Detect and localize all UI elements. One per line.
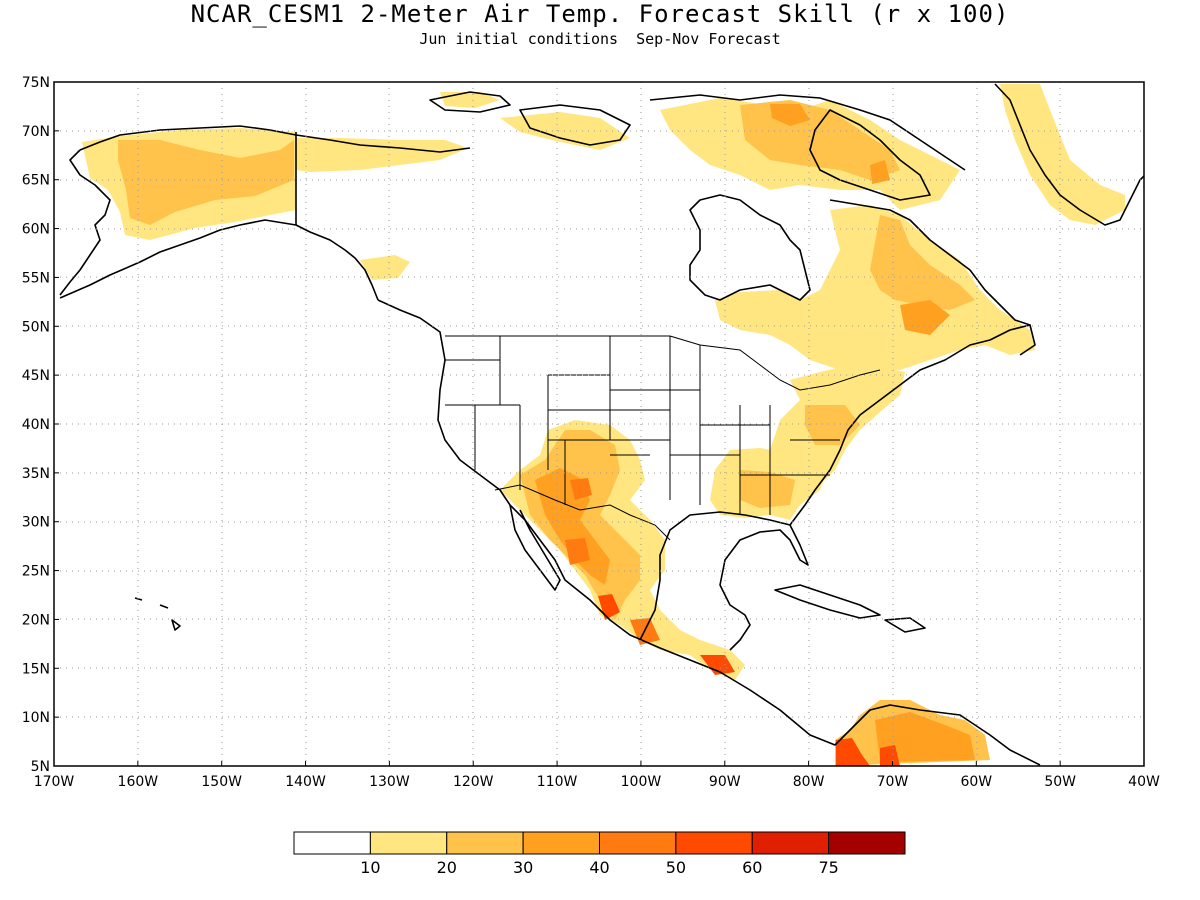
border-us-canada-east bbox=[669, 335, 881, 391]
lon-tick-label: 40W bbox=[1128, 774, 1160, 790]
lat-tick-label: 30N bbox=[22, 515, 50, 531]
coast-cuba bbox=[774, 584, 881, 619]
shade-southeast-mid bbox=[740, 470, 795, 508]
lat-tick-label: 60N bbox=[22, 222, 50, 238]
shade-colombia-red bbox=[836, 738, 870, 766]
lon-tick-label: 100W bbox=[621, 774, 662, 790]
lat-tick-label: 5N bbox=[31, 759, 50, 775]
lat-tick-label: 50N bbox=[22, 319, 50, 335]
map-subtitle: Jun initial conditions Sep-Nov Forecast bbox=[419, 30, 781, 48]
lat-tick-label: 65N bbox=[22, 173, 50, 189]
colorbar-swatch bbox=[675, 831, 753, 855]
latitude-labels: 5N 10N 15N 20N 25N 30N 35N 40N 45N 50N 55N 60N 65N 70… bbox=[22, 75, 59, 775]
colorbar-swatch bbox=[522, 831, 600, 855]
coast-alaska-north bbox=[79, 125, 471, 153]
lon-tick-label: 90W bbox=[709, 774, 741, 790]
colorbar-labels: 10 20 30 40 50 60 75 bbox=[360, 858, 839, 877]
lat-tick-label: 10N bbox=[22, 710, 50, 726]
gridlines bbox=[54, 82, 1144, 766]
coast-gulf bbox=[639, 511, 809, 651]
lon-tick-label: 140W bbox=[285, 774, 326, 790]
shade-quebec bbox=[715, 205, 1035, 375]
colorbar-swatch bbox=[369, 831, 448, 855]
colorbar-label: 50 bbox=[666, 858, 686, 877]
colorbar-label: 20 bbox=[437, 858, 457, 877]
colorbar-swatch bbox=[751, 831, 830, 855]
shade-guatemala bbox=[700, 655, 735, 675]
lon-tick-label: 170W bbox=[34, 774, 75, 790]
lat-tick-label: 70N bbox=[22, 124, 50, 140]
lon-tick-label: 110W bbox=[537, 774, 578, 790]
shade-greenland bbox=[1000, 84, 1125, 225]
shade-southwest-dark bbox=[535, 468, 610, 585]
lon-tick-label: 120W bbox=[453, 774, 494, 790]
shade-bc-coast bbox=[360, 255, 410, 280]
colorbar-label: 10 bbox=[360, 858, 380, 877]
lon-tick-label: 60W bbox=[960, 774, 992, 790]
lat-tick-label: 25N bbox=[22, 564, 50, 580]
lat-tick-label: 20N bbox=[22, 612, 50, 628]
colorbar-label: 40 bbox=[589, 858, 609, 877]
coast-hudson-bay bbox=[689, 194, 811, 301]
coast-atlantic bbox=[789, 324, 1036, 526]
shade-alaska-mid bbox=[118, 140, 294, 225]
lon-tick-label: 150W bbox=[201, 774, 242, 790]
coast-greenland bbox=[994, 83, 1144, 226]
lat-tick-label: 45N bbox=[22, 368, 50, 384]
shade-arctic-3d bbox=[870, 160, 890, 184]
lat-tick-label: 75N bbox=[22, 75, 50, 91]
lon-tick-label: 160W bbox=[118, 774, 159, 790]
coast-hispaniola bbox=[884, 617, 926, 633]
state-lines-central bbox=[610, 336, 840, 515]
colorbar-swatch bbox=[599, 831, 677, 855]
coast-hawaii-3 bbox=[171, 619, 181, 631]
map-title: NCAR_CESM1 2-Meter Air Temp. Forecast Sk… bbox=[190, 0, 1010, 28]
coast-arctic-island-1 bbox=[429, 91, 511, 113]
lon-tick-label: 70W bbox=[877, 774, 909, 790]
coast-alaska-west bbox=[59, 149, 111, 296]
shade-nm-orange bbox=[570, 478, 592, 500]
shade-south-america-mid bbox=[875, 712, 975, 762]
borders bbox=[445, 335, 881, 541]
coast-baja bbox=[509, 504, 561, 591]
colorbar-label: 60 bbox=[742, 858, 762, 877]
shade-arctic-3c bbox=[770, 104, 810, 126]
colorbar-label: 75 bbox=[818, 858, 838, 877]
border-us-mexico bbox=[494, 484, 671, 541]
colorbar-label: 30 bbox=[513, 858, 533, 877]
colorbar-swatch bbox=[828, 831, 906, 855]
colorbar bbox=[293, 831, 906, 855]
lon-tick-label: 80W bbox=[793, 774, 825, 790]
shade-arctic-1 bbox=[440, 92, 500, 108]
lat-tick-label: 15N bbox=[22, 661, 50, 677]
colorbar-swatch bbox=[293, 831, 371, 855]
skill-shading bbox=[82, 84, 1125, 766]
lon-tick-label: 50W bbox=[1044, 774, 1076, 790]
coast-arctic-island-3 bbox=[649, 94, 966, 171]
lon-tick-label: 130W bbox=[369, 774, 410, 790]
coast-hawaii-2 bbox=[159, 604, 169, 609]
coast-pacific bbox=[377, 299, 1041, 766]
shade-venez-red bbox=[880, 745, 900, 766]
lat-tick-label: 40N bbox=[22, 417, 50, 433]
longitude-labels: 170W 160W 150W 140W 130W 120W 110W 100W 90W 80W 70… bbox=[34, 761, 1160, 790]
shade-sonora-orange bbox=[565, 538, 590, 565]
coast-labrador bbox=[829, 199, 1031, 326]
coast-baffin bbox=[809, 109, 931, 201]
shade-yukon-band bbox=[296, 138, 468, 172]
lat-tick-label: 35N bbox=[22, 466, 50, 482]
colorbar-swatch bbox=[446, 831, 524, 855]
coastlines bbox=[59, 83, 1144, 766]
shade-quebec-mid bbox=[870, 215, 975, 310]
coast-alaska bbox=[59, 219, 379, 301]
lat-tick-label: 55N bbox=[22, 270, 50, 286]
